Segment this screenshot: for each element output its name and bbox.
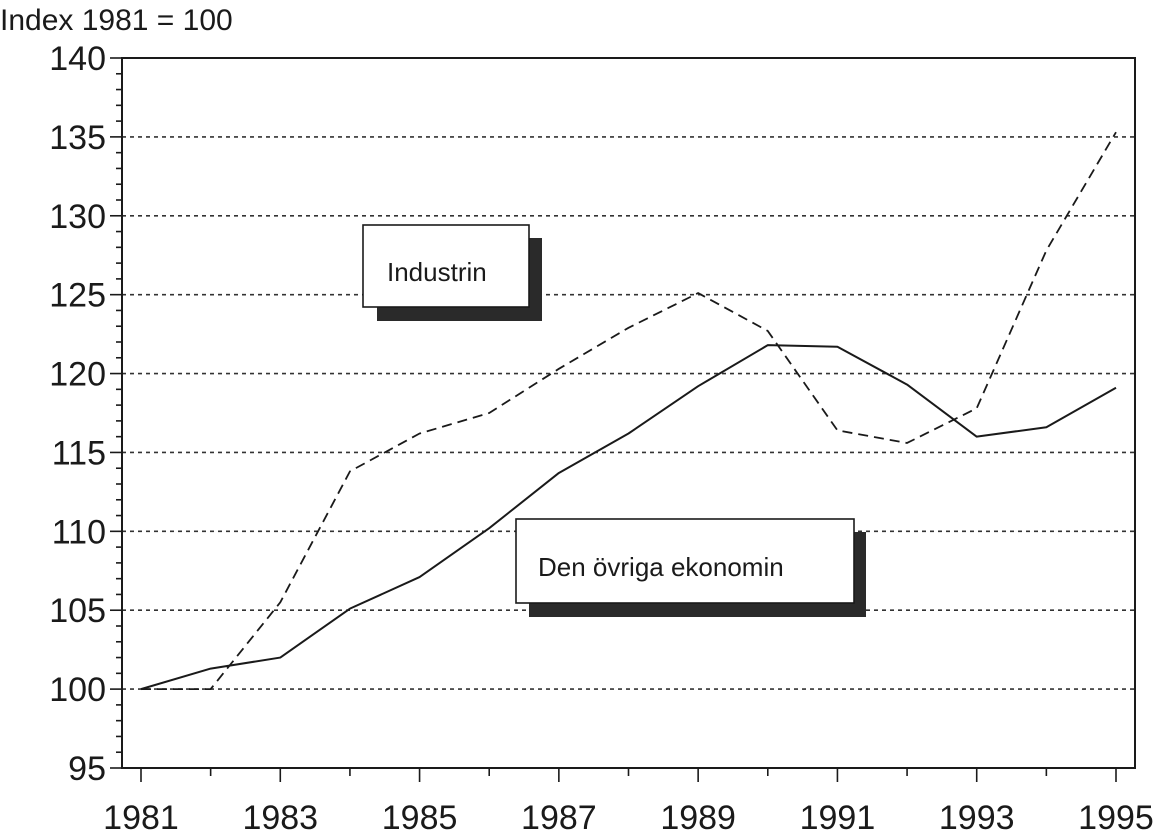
x-tick-label-1983: 1983 xyxy=(242,799,318,837)
callout-industrin-box xyxy=(362,224,530,308)
x-tick-label-1981: 1981 xyxy=(103,799,179,837)
y-tick-label-95: 95 xyxy=(68,750,106,788)
x-tick-labels: 1981 1983 1985 1987 1989 1991 1993 1995 xyxy=(103,799,1153,837)
y-tick-label-105: 105 xyxy=(49,592,106,630)
y-tick-label-125: 125 xyxy=(49,277,106,315)
x-tick-label-1995: 1995 xyxy=(1078,799,1153,837)
axes xyxy=(110,57,1136,782)
y-tick-label-135: 135 xyxy=(49,119,106,157)
y-tick-labels: 95 100 105 110 115 120 125 130 135 140 xyxy=(49,40,106,788)
x-tick-label-1985: 1985 xyxy=(382,799,458,837)
callout-industrin: Industrin xyxy=(362,224,542,321)
x-tick-label-1993: 1993 xyxy=(939,799,1015,837)
x-tick-label-1989: 1989 xyxy=(660,799,736,837)
y-tick-label-140: 140 xyxy=(49,40,106,78)
x-tick-label-1987: 1987 xyxy=(521,799,597,837)
callout-ovriga-ekonomin: Den övriga ekonomin xyxy=(515,518,866,617)
callout-ovriga-ekonomin-label: Den övriga ekonomin xyxy=(538,552,784,582)
series-line-ovriga-ekonomin xyxy=(140,344,1117,691)
y-tick-label-130: 130 xyxy=(49,198,106,236)
x-tick-label-1991: 1991 xyxy=(800,799,876,837)
y-tick-label-110: 110 xyxy=(52,513,106,551)
callout-ovriga-ekonomin-box xyxy=(515,518,855,604)
plot-frame xyxy=(121,57,1136,769)
series-lines xyxy=(140,131,1117,691)
y-tick-label-120: 120 xyxy=(49,356,106,394)
y-axis-label: Index 1981 = 100 xyxy=(0,4,233,37)
y-tick-label-100: 100 xyxy=(49,671,106,709)
callout-industrin-label: Industrin xyxy=(387,257,487,287)
y-tick-label-115: 115 xyxy=(52,434,106,472)
